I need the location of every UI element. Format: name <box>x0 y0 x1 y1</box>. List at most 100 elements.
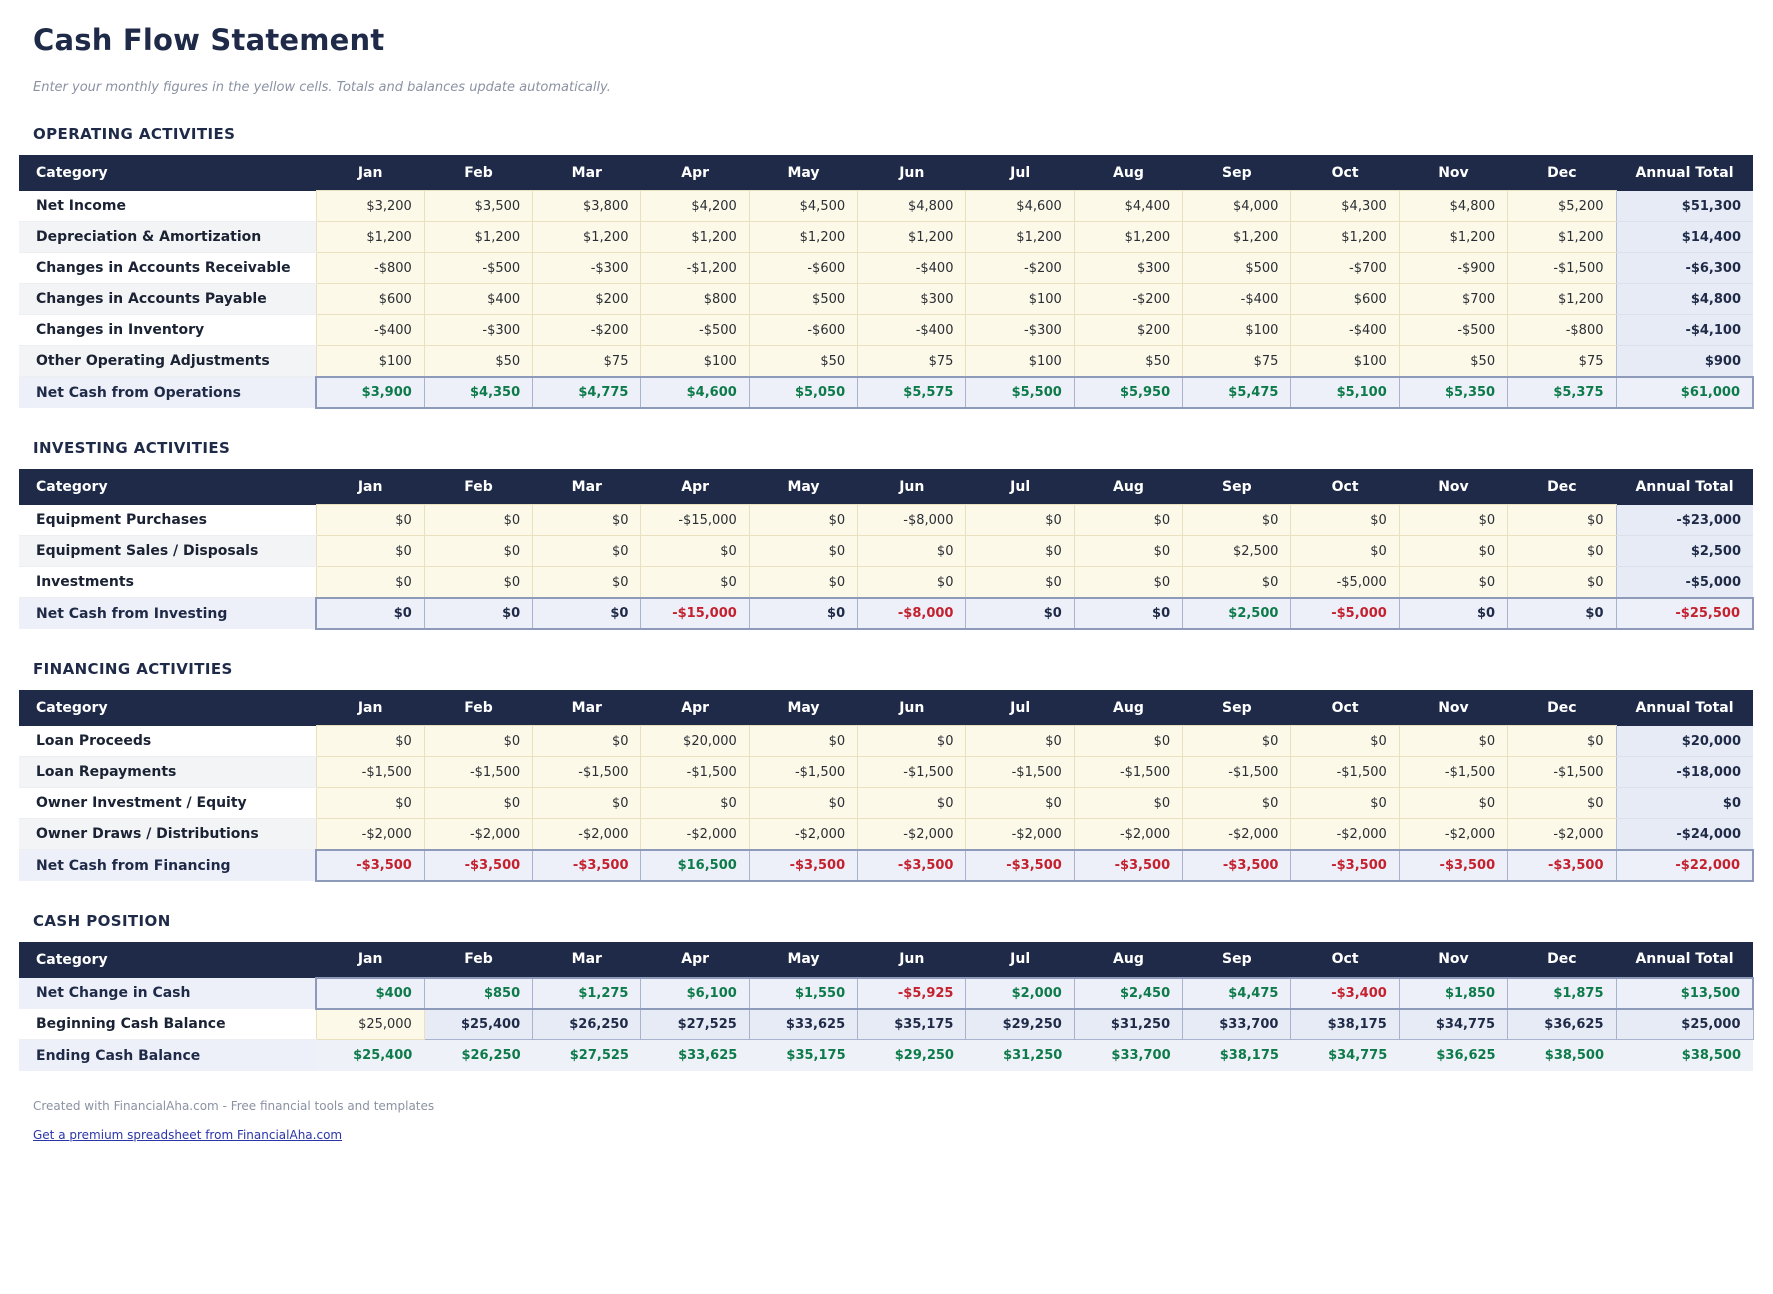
input-cell[interactable]: $0 <box>423 787 534 820</box>
input-cell[interactable]: $1,200 <box>1507 221 1616 254</box>
input-cell[interactable]: -$1,500 <box>640 756 750 789</box>
input-cell[interactable]: $20,000 <box>640 725 750 758</box>
input-cell[interactable]: $300 <box>857 283 967 316</box>
input-cell[interactable]: -$2,000 <box>748 818 859 851</box>
input-cell[interactable]: $0 <box>965 504 1075 537</box>
input-cell[interactable]: $100 <box>965 283 1075 316</box>
input-cell[interactable]: $0 <box>748 504 859 537</box>
input-cell[interactable]: -$300 <box>423 314 534 347</box>
input-cell[interactable]: $0 <box>748 535 859 568</box>
input-cell[interactable]: $4,400 <box>1073 190 1184 223</box>
input-cell[interactable]: $0 <box>748 725 859 758</box>
input-cell[interactable]: $600 <box>315 283 425 316</box>
input-cell[interactable]: $0 <box>1073 566 1184 599</box>
input-cell[interactable]: $0 <box>748 566 859 599</box>
input-cell[interactable]: $5,200 <box>1507 190 1616 223</box>
input-cell[interactable]: $25,000 <box>315 1008 425 1041</box>
input-cell[interactable]: $0 <box>1398 787 1509 820</box>
input-cell[interactable]: $0 <box>1290 787 1400 820</box>
input-cell[interactable]: $3,800 <box>532 190 642 223</box>
input-cell[interactable]: -$5,000 <box>1290 566 1400 599</box>
input-cell[interactable]: $4,500 <box>748 190 859 223</box>
input-cell[interactable]: $0 <box>857 725 967 758</box>
input-cell[interactable]: $50 <box>423 345 534 378</box>
input-cell[interactable]: -$1,500 <box>1507 756 1616 789</box>
input-cell[interactable]: $50 <box>1073 345 1184 378</box>
input-cell[interactable]: $75 <box>1182 345 1292 378</box>
input-cell[interactable]: $1,200 <box>640 221 750 254</box>
input-cell[interactable]: $100 <box>965 345 1075 378</box>
input-cell[interactable]: $0 <box>965 787 1075 820</box>
input-cell[interactable]: $0 <box>423 535 534 568</box>
input-cell[interactable]: -$2,000 <box>1073 818 1184 851</box>
input-cell[interactable]: $1,200 <box>532 221 642 254</box>
input-cell[interactable]: $1,200 <box>423 221 534 254</box>
input-cell[interactable]: -$1,500 <box>423 756 534 789</box>
input-cell[interactable]: $0 <box>315 787 425 820</box>
input-cell[interactable]: $500 <box>1182 252 1292 285</box>
input-cell[interactable]: $0 <box>857 787 967 820</box>
input-cell[interactable]: $0 <box>1290 535 1400 568</box>
input-cell[interactable]: $0 <box>1073 535 1184 568</box>
input-cell[interactable]: -$1,500 <box>748 756 859 789</box>
input-cell[interactable]: $2,500 <box>1182 535 1292 568</box>
input-cell[interactable]: $75 <box>857 345 967 378</box>
input-cell[interactable]: $0 <box>1398 535 1509 568</box>
input-cell[interactable]: $100 <box>640 345 750 378</box>
input-cell[interactable]: -$2,000 <box>857 818 967 851</box>
input-cell[interactable]: -$1,500 <box>1182 756 1292 789</box>
input-cell[interactable]: -$8,000 <box>857 504 967 537</box>
input-cell[interactable]: -$1,500 <box>965 756 1075 789</box>
input-cell[interactable]: $0 <box>1182 566 1292 599</box>
input-cell[interactable]: $600 <box>1290 283 1400 316</box>
input-cell[interactable]: -$400 <box>1290 314 1400 347</box>
input-cell[interactable]: -$200 <box>965 252 1075 285</box>
input-cell[interactable]: $100 <box>315 345 425 378</box>
input-cell[interactable]: -$600 <box>748 252 859 285</box>
input-cell[interactable]: $0 <box>315 725 425 758</box>
input-cell[interactable]: -$2,000 <box>1182 818 1292 851</box>
input-cell[interactable]: -$400 <box>315 314 425 347</box>
input-cell[interactable]: -$1,500 <box>532 756 642 789</box>
input-cell[interactable]: -$1,500 <box>1290 756 1400 789</box>
input-cell[interactable]: $0 <box>315 504 425 537</box>
input-cell[interactable]: $800 <box>640 283 750 316</box>
input-cell[interactable]: $0 <box>1073 504 1184 537</box>
input-cell[interactable]: $1,200 <box>1398 221 1509 254</box>
input-cell[interactable]: $100 <box>1290 345 1400 378</box>
input-cell[interactable]: $0 <box>748 787 859 820</box>
input-cell[interactable]: $1,200 <box>857 221 967 254</box>
input-cell[interactable]: $0 <box>423 504 534 537</box>
input-cell[interactable]: -$2,000 <box>1507 818 1616 851</box>
input-cell[interactable]: $1,200 <box>965 221 1075 254</box>
input-cell[interactable]: -$500 <box>423 252 534 285</box>
input-cell[interactable]: -$15,000 <box>640 504 750 537</box>
input-cell[interactable]: $0 <box>1398 504 1509 537</box>
input-cell[interactable]: -$900 <box>1398 252 1509 285</box>
input-cell[interactable]: -$2,000 <box>640 818 750 851</box>
input-cell[interactable]: $0 <box>1182 787 1292 820</box>
input-cell[interactable]: -$2,000 <box>423 818 534 851</box>
input-cell[interactable]: -$1,500 <box>857 756 967 789</box>
input-cell[interactable]: -$400 <box>857 314 967 347</box>
input-cell[interactable]: $0 <box>640 566 750 599</box>
input-cell[interactable]: $0 <box>640 787 750 820</box>
input-cell[interactable]: -$1,200 <box>640 252 750 285</box>
input-cell[interactable]: -$300 <box>965 314 1075 347</box>
input-cell[interactable]: $0 <box>1507 535 1616 568</box>
input-cell[interactable]: $500 <box>748 283 859 316</box>
input-cell[interactable]: $0 <box>965 725 1075 758</box>
input-cell[interactable]: $0 <box>1073 787 1184 820</box>
input-cell[interactable]: $200 <box>532 283 642 316</box>
input-cell[interactable]: $3,500 <box>423 190 534 223</box>
input-cell[interactable]: $75 <box>1507 345 1616 378</box>
footer-link[interactable]: Get a premium spreadsheet from Financial… <box>33 1127 343 1142</box>
input-cell[interactable]: $0 <box>1398 725 1509 758</box>
input-cell[interactable]: $50 <box>1398 345 1509 378</box>
input-cell[interactable]: $1,200 <box>315 221 425 254</box>
input-cell[interactable]: $0 <box>1507 787 1616 820</box>
input-cell[interactable]: -$2,000 <box>532 818 642 851</box>
input-cell[interactable]: $0 <box>532 566 642 599</box>
input-cell[interactable]: $4,800 <box>1398 190 1509 223</box>
input-cell[interactable]: -$800 <box>315 252 425 285</box>
